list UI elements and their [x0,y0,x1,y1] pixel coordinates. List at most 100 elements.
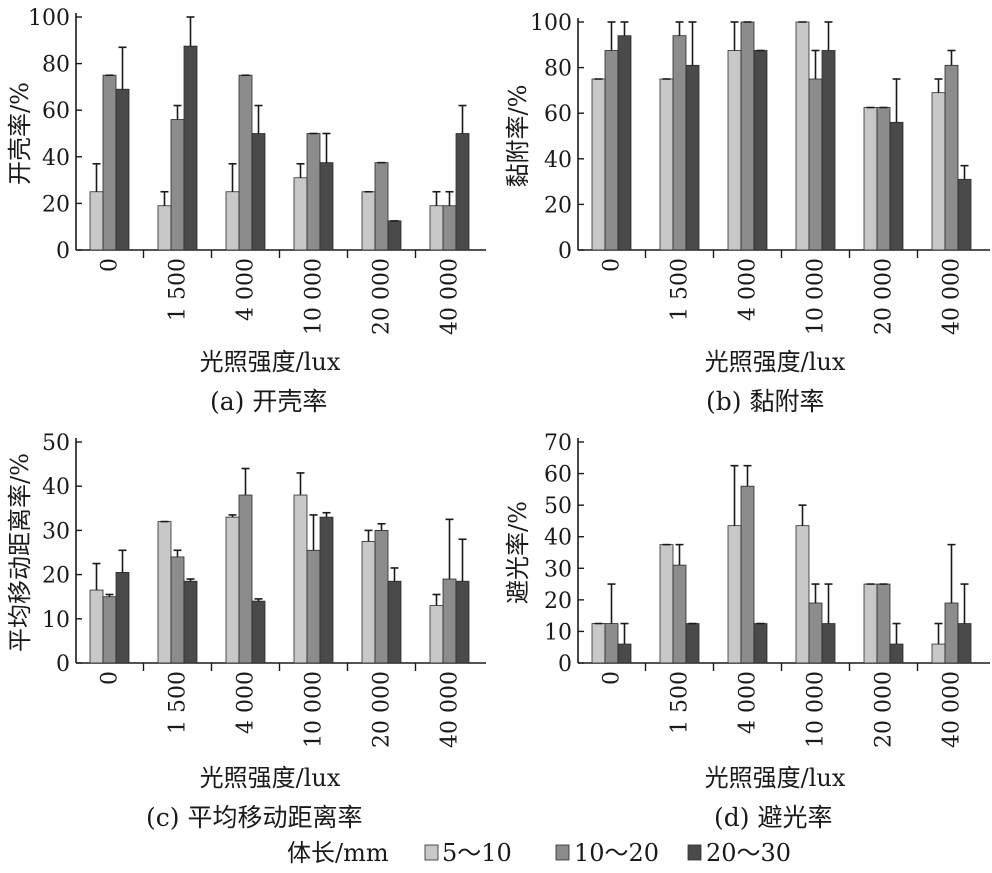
bar-series-3 [957,623,972,664]
bar-series-2 [808,602,823,664]
bar-series-1 [931,92,946,251]
bar-series-3 [957,178,972,251]
bar-series-1 [293,494,308,664]
x-tick-label: 4 000 [736,671,761,734]
bar-series-1 [863,107,878,251]
y-tick-label: 10 [544,620,572,645]
bar-series-3 [753,50,768,251]
bar-series-2 [442,205,457,251]
y-tick-label: 100 [530,11,572,36]
bar-series-2 [672,35,687,251]
bar-series-2 [374,162,389,251]
bar-series-3 [251,133,266,251]
x-tick-label: 40 000 [940,258,965,335]
x-axis-title: 光照强度/lux [200,764,341,792]
chart-panel-4: 0 10 20 30 40 50 60 70 0 1 500 4 000 10 000 20 000 40… [504,431,990,832]
x-tick-label: 4 000 [736,258,761,321]
y-tick-label: 50 [544,494,572,519]
bar-series-3 [455,580,470,664]
x-tick-label: 20 000 [872,258,897,335]
bar-series-2 [102,596,117,664]
y-tick-label: 80 [42,53,70,78]
legend: 体长/mm 5～10 10～20 20～30 [287,839,791,867]
bar-series-2 [944,602,959,664]
y-tick-label: 40 [544,526,572,551]
bar-series-1 [659,78,674,251]
x-tick-label: 40 000 [438,258,463,335]
y-tick-label: 30 [42,519,70,544]
bar-series-2 [306,549,321,664]
bar-series-2 [102,74,117,251]
bar-series-1 [863,583,878,664]
bar-series-3 [115,88,130,251]
bar-series-3 [753,623,768,664]
legend-item-1: 5～10 [442,839,512,867]
y-tick-label: 30 [544,557,572,582]
legend-item-2: 10～20 [574,839,659,867]
y-tick-label: 40 [42,475,70,500]
panel-caption: (d) 避光率 [714,803,832,832]
y-axis-title: 平均移动距离率/% [6,453,34,652]
y-tick-label: 20 [544,589,572,614]
x-tick-label: 10 000 [804,671,829,748]
chart-panel-1: 0 20 40 60 80 100 0 1 500 4 000 10 000 20 000 40 00… [6,6,486,416]
x-tick-label: 0 [98,258,123,272]
y-tick-label: 70 [544,431,572,456]
bar-series-1 [795,21,810,251]
x-tick-label: 1 500 [668,671,693,734]
bar-series-3 [387,580,402,664]
y-tick-label: 10 [42,608,70,633]
y-tick-label: 20 [42,564,70,589]
y-tick-label: 60 [544,463,572,488]
bar-series-1 [361,541,376,664]
y-tick-label: 40 [544,148,572,173]
x-tick-label: 0 [600,671,625,685]
legend-title: 体长/mm [287,839,389,867]
bar-series-3 [617,643,632,664]
bar-series-1 [931,643,946,664]
y-tick-label: 20 [42,192,70,217]
bar-series-1 [591,623,606,664]
x-tick-label: 20 000 [370,258,395,335]
bar-series-3 [889,643,904,664]
bar-series-1 [727,50,742,251]
bar-series-2 [306,133,321,251]
y-axis-title: 开壳率/% [6,82,34,185]
bar-series-3 [821,50,836,251]
x-tick-label: 10 000 [302,258,327,335]
y-tick-label: 0 [558,239,572,264]
y-tick-label: 60 [42,99,70,124]
y-tick-label: 0 [56,239,70,264]
bar-series-2 [238,494,253,664]
bar-series-3 [183,45,198,251]
x-axis-title: 光照强度/lux [200,348,341,376]
bar-series-2 [374,530,389,664]
bar-series-1 [225,191,240,251]
y-axis-title: 黏附率/% [504,85,532,188]
y-tick-label: 50 [42,431,70,456]
x-tick-label: 10 000 [804,258,829,335]
bar-series-3 [685,64,700,251]
bar-series-2 [740,485,755,664]
bar-series-3 [251,600,266,664]
bar-series-3 [685,623,700,664]
bar-series-2 [944,64,959,251]
bar-series-3 [455,133,470,251]
panel-caption: (b) 黏附率 [706,387,824,416]
bar-series-3 [183,580,198,664]
panel-caption: (a) 开壳率 [210,387,327,416]
bar-series-1 [727,525,742,664]
x-tick-label: 4 000 [234,671,259,734]
bar-series-2 [808,78,823,251]
x-tick-label: 40 000 [940,671,965,748]
bar-series-3 [115,571,130,664]
y-tick-label: 0 [558,652,572,677]
bar-series-2 [604,623,619,664]
bar-series-1 [157,521,172,664]
legend-swatch-1 [424,844,439,861]
bar-series-1 [225,516,240,664]
y-tick-label: 0 [56,652,70,677]
bar-series-2 [740,21,755,251]
